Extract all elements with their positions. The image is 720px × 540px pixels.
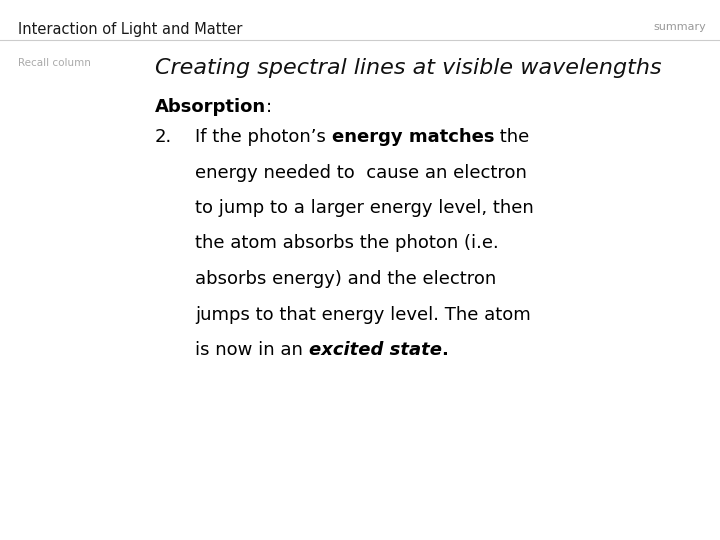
Text: If the photon’s: If the photon’s [195,128,332,146]
Text: :: : [266,98,272,116]
Text: Creating spectral lines at visible wavelengths: Creating spectral lines at visible wavel… [155,58,662,78]
Text: the: the [494,128,529,146]
Text: 2.: 2. [155,128,172,146]
Text: Interaction of Light and Matter: Interaction of Light and Matter [18,22,243,37]
Text: Absorption: Absorption [155,98,266,116]
Text: jumps to that energy level. The atom: jumps to that energy level. The atom [195,306,531,323]
Text: summary: summary [653,22,706,32]
Text: Recall column: Recall column [18,58,91,68]
Text: to jump to a larger energy level, then: to jump to a larger energy level, then [195,199,534,217]
Text: energy needed to  cause an electron: energy needed to cause an electron [195,164,527,181]
Text: energy matches: energy matches [332,128,494,146]
Text: the atom absorbs the photon (i.e.: the atom absorbs the photon (i.e. [195,234,499,253]
Text: is now in an: is now in an [195,341,309,359]
Text: excited state: excited state [309,341,441,359]
Text: .: . [441,341,449,359]
Text: absorbs energy) and the electron: absorbs energy) and the electron [195,270,496,288]
